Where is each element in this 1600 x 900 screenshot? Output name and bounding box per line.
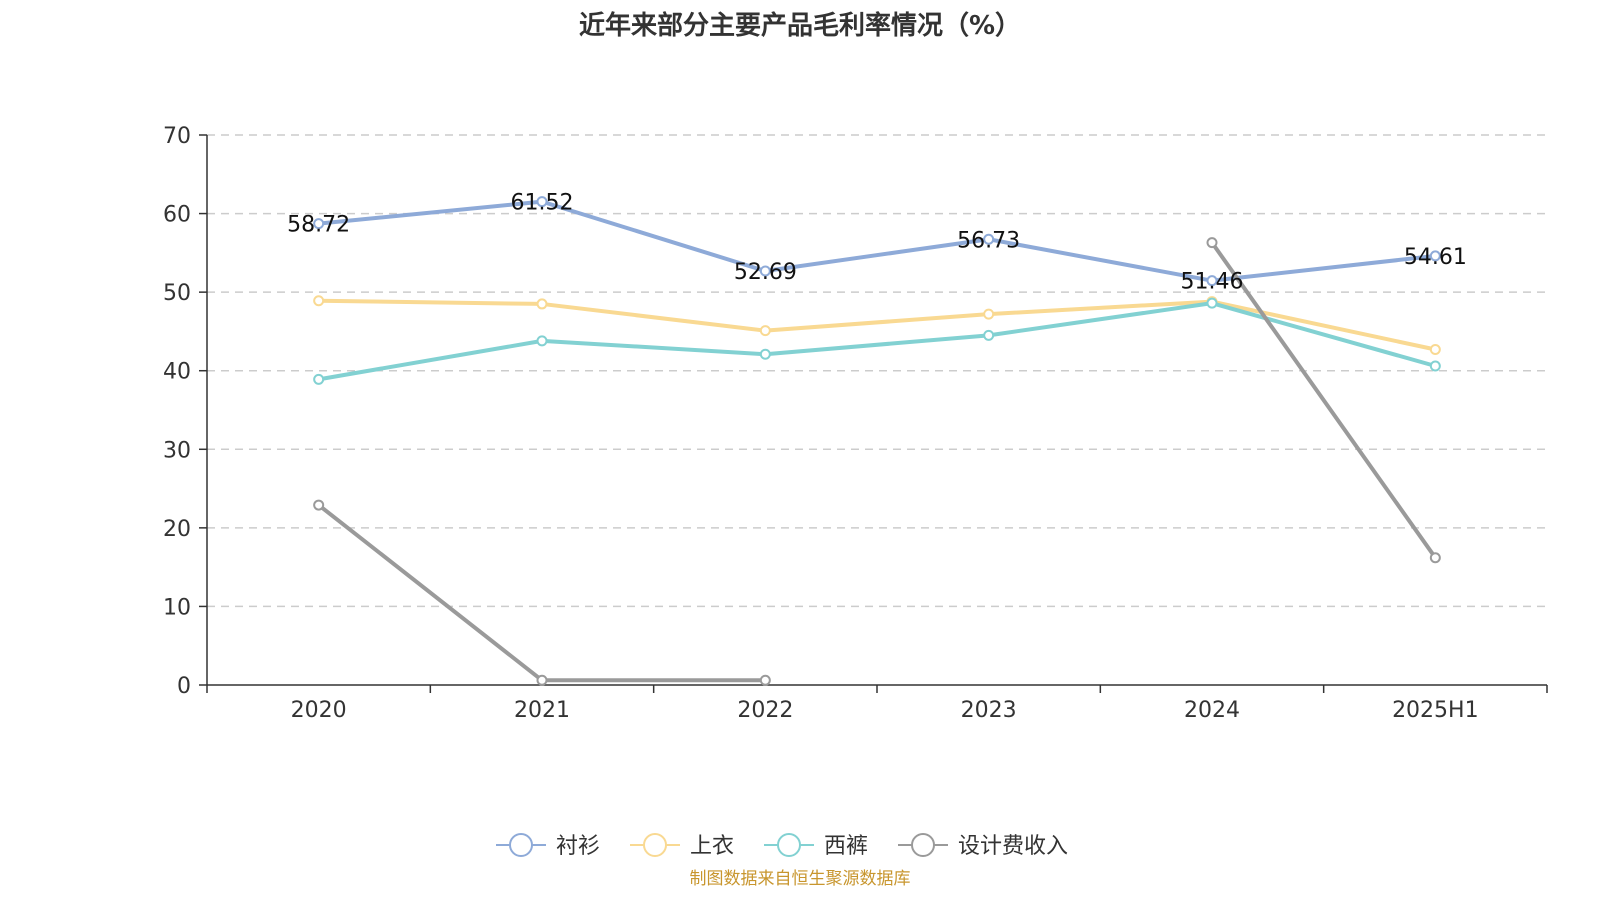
y-tick-label: 50 <box>163 281 191 306</box>
data-point <box>313 499 325 511</box>
data-label: 61.52 <box>511 191 574 216</box>
legend-label: 设计费收入 <box>958 834 1068 859</box>
data-label: 56.73 <box>957 228 1020 253</box>
y-tick-label: 30 <box>163 438 191 463</box>
legend-label: 上衣 <box>690 834 734 859</box>
data-point <box>313 218 325 230</box>
x-tick-label: 2024 <box>1184 698 1240 723</box>
data-point <box>759 265 771 277</box>
data-point <box>536 298 548 310</box>
series-4 <box>313 237 1441 686</box>
x-tick-label: 2025H1 <box>1392 698 1479 723</box>
legend-marker <box>509 833 533 857</box>
data-point <box>536 674 548 686</box>
data-label: 51.46 <box>1181 270 1244 295</box>
chart-title: 近年来部分主要产品毛利率情况（%） <box>579 10 1021 41</box>
x-tick-label: 2021 <box>514 698 570 723</box>
x-tick-label: 2022 <box>737 698 793 723</box>
data-label: 58.72 <box>287 213 350 238</box>
series-1 <box>313 196 1441 287</box>
data-point <box>759 348 771 360</box>
data-point <box>1429 360 1441 372</box>
y-tick-label: 70 <box>163 124 191 149</box>
data-label: 54.61 <box>1404 245 1467 270</box>
data-label: 52.69 <box>734 260 797 285</box>
data-point <box>1429 250 1441 262</box>
data-point <box>536 335 548 347</box>
series-line <box>1210 241 1437 559</box>
data-point <box>759 325 771 337</box>
data-point <box>536 196 548 208</box>
data-point <box>313 295 325 307</box>
axes: 0 10 20 30 40 50 60 70 2020 2021 2022 2023 2024 2025H… <box>163 124 1548 723</box>
data-point <box>313 373 325 385</box>
x-tick-label: 2023 <box>961 698 1017 723</box>
data-labels: 58.72 61.52 52.69 56.73 51.46 54.61 <box>287 191 1467 295</box>
data-point <box>1206 297 1218 309</box>
series-line <box>318 301 1436 382</box>
data-point <box>983 233 995 245</box>
data-point <box>983 329 995 341</box>
legend-marker <box>777 833 801 857</box>
series-3 <box>313 297 1441 385</box>
series-line <box>317 503 766 683</box>
data-point <box>1206 275 1218 287</box>
legend-item-2[interactable]: 上衣 <box>630 833 734 859</box>
legend-label: 西裤 <box>824 834 868 859</box>
legend[interactable]: 衬衫 上衣 西裤 设计费收入 <box>496 833 1068 859</box>
series-line <box>318 199 1436 283</box>
y-tick-label: 60 <box>163 203 191 228</box>
legend-item-1[interactable]: 衬衫 <box>496 833 600 859</box>
x-tick-label: 2020 <box>291 698 347 723</box>
y-tick-label: 20 <box>163 517 191 542</box>
data-point <box>759 674 771 686</box>
series-layer <box>313 196 1441 686</box>
series-line <box>318 298 1436 352</box>
y-tick-label: 10 <box>163 595 191 620</box>
legend-marker <box>643 833 667 857</box>
legend-label: 衬衫 <box>556 834 600 859</box>
legend-item-4[interactable]: 设计费收入 <box>898 833 1068 859</box>
y-tick-label: 0 <box>177 674 191 699</box>
data-source-note: 制图数据来自恒生聚源数据库 <box>690 869 911 889</box>
data-point <box>1429 552 1441 564</box>
legend-item-3[interactable]: 西裤 <box>764 833 868 859</box>
data-point <box>1429 344 1441 355</box>
y-tick-label: 40 <box>163 360 191 385</box>
data-point <box>1206 237 1218 249</box>
legend-marker <box>911 833 935 857</box>
grid-lines <box>207 134 1547 608</box>
data-point <box>983 308 995 320</box>
